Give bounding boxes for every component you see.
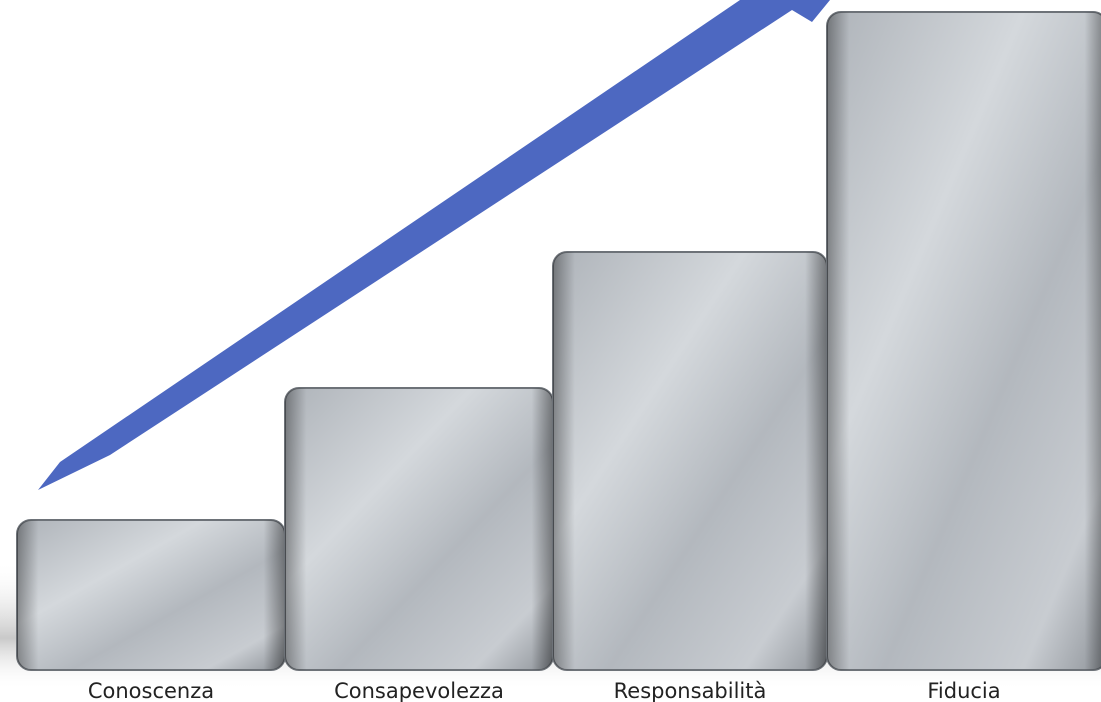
- growth-arrow: [38, 0, 830, 490]
- step-label: Responsabilità: [614, 679, 767, 702]
- bars: [16, 11, 1101, 671]
- step-bar-shade: [17, 520, 285, 670]
- step-bar-shade: [553, 252, 827, 670]
- step-label: Conoscenza: [88, 679, 214, 702]
- step-bar-shade: [827, 12, 1101, 670]
- step-label: Consapevolezza: [334, 679, 504, 702]
- step-bar-shade: [285, 388, 553, 670]
- step-label: Fiducia: [927, 679, 1000, 702]
